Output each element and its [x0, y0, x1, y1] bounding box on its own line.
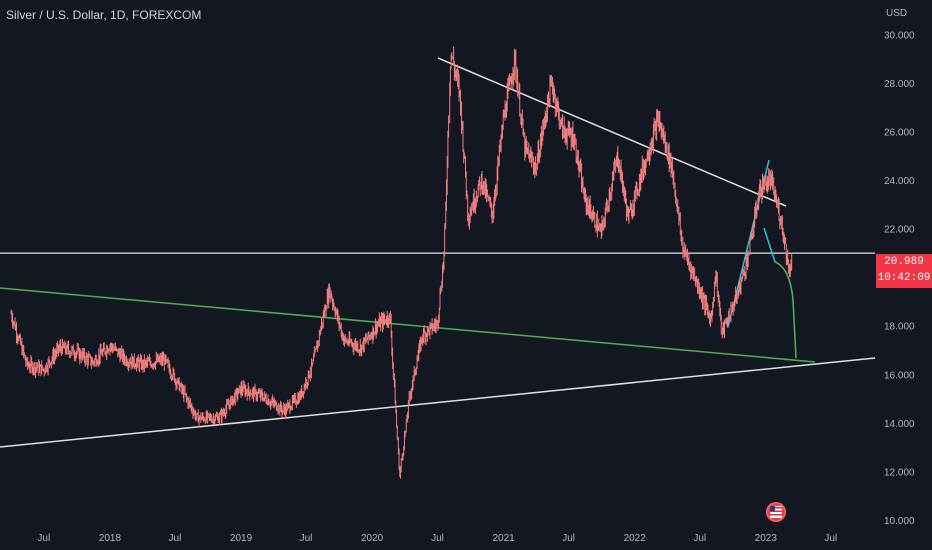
- y-tick-label: 24.000: [884, 176, 915, 187]
- y-tick-label: 14.000: [884, 419, 915, 430]
- x-tick-label: 2021: [492, 533, 515, 544]
- candles: [10, 46, 793, 479]
- y-tick-label: 26.000: [884, 127, 915, 138]
- y-tick-label: 22.000: [884, 225, 915, 236]
- green-trendline: [0, 287, 816, 363]
- teal-down-segment: [763, 227, 776, 263]
- x-tick-label: 2023: [755, 533, 778, 544]
- x-tick-label: 2020: [361, 533, 384, 544]
- x-tick-label: Jul: [431, 533, 444, 544]
- green-projection-curve: [774, 261, 797, 359]
- currency-label: USD: [886, 8, 907, 19]
- y-tick-label: 16.000: [884, 370, 915, 381]
- x-tick-label: Jul: [169, 533, 182, 544]
- last-price: 20.989: [884, 256, 924, 268]
- descending-resistance-line: [437, 57, 787, 207]
- x-tick-label: Jul: [562, 533, 575, 544]
- x-tick-label: 2018: [99, 533, 122, 544]
- y-tick-label: 28.000: [884, 79, 915, 90]
- x-axis: Jul 2018 Jul 2019 Jul 2020 Jul 2021 Jul 2022 Jul 20…: [37, 533, 837, 544]
- x-tick-label: Jul: [693, 533, 706, 544]
- y-tick-label: 12.000: [884, 467, 915, 478]
- last-price-tag: 20.989 10:42:09: [876, 254, 932, 288]
- x-tick-label: Jul: [37, 533, 50, 544]
- bar-countdown: 10:42:09: [877, 272, 931, 284]
- us-flag-icon[interactable]: [766, 502, 786, 522]
- rising-support-line: [0, 357, 876, 448]
- y-tick-label: 30.000: [884, 30, 915, 41]
- x-tick-label: Jul: [300, 533, 313, 544]
- chart-title: Silver / U.S. Dollar, 1D, FOREXCOM: [6, 8, 202, 22]
- y-tick-label: 18.000: [884, 322, 915, 333]
- x-tick-label: Jul: [824, 533, 837, 544]
- x-tick-label: 2019: [230, 533, 253, 544]
- x-tick-label: 2022: [624, 533, 647, 544]
- trend-drawings: [0, 57, 876, 448]
- y-tick-label: 10.000: [884, 516, 915, 527]
